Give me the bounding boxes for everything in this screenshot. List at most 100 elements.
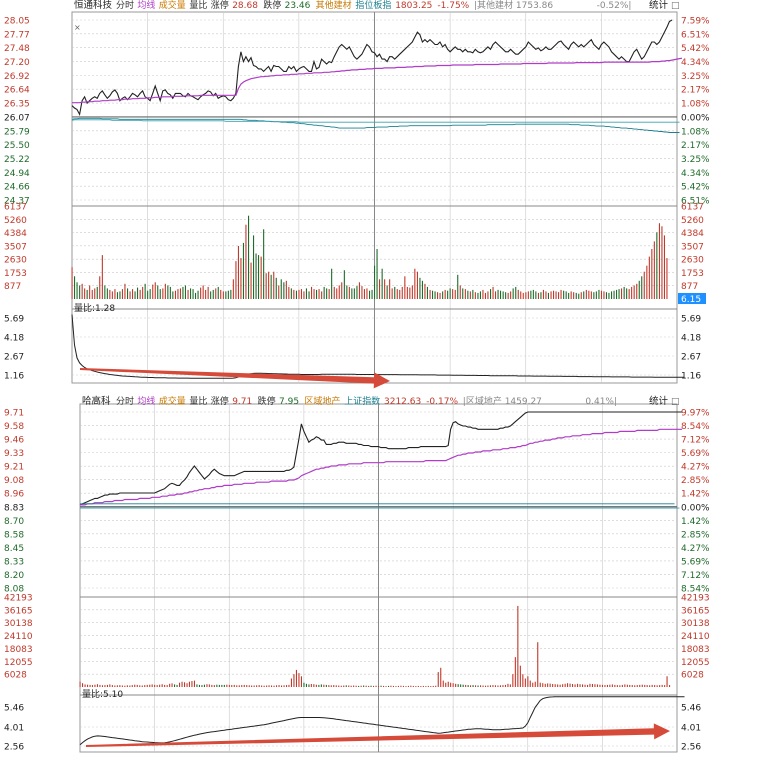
volume-bar [435, 685, 437, 687]
volume-bar [336, 288, 338, 299]
volume-axis-label: 3507 [4, 242, 27, 252]
volume-bar [558, 292, 560, 299]
volume-bar [527, 676, 529, 687]
volume-bar [356, 286, 358, 299]
volume-bar [664, 685, 666, 687]
volume-bar [432, 685, 434, 687]
volume-axis-label: 12055 [4, 658, 33, 668]
ratio-axis-label: 1.16 [4, 372, 24, 382]
volume-bar [323, 286, 325, 299]
volume-bar [121, 685, 123, 687]
volume-bar [659, 685, 661, 687]
volume-bar [179, 288, 181, 299]
volume-bar [384, 279, 386, 299]
volume-bar [375, 685, 377, 687]
volume-bar [283, 282, 285, 299]
volume-bar [313, 289, 315, 299]
volume-bar [81, 283, 83, 299]
volume-bar [465, 684, 467, 687]
volume-bar [293, 289, 295, 299]
volume-bar [268, 271, 270, 299]
volume-bar [459, 285, 461, 299]
volume-bar [151, 684, 153, 687]
volume-bar [164, 283, 166, 299]
volume-bar [579, 684, 581, 687]
volume-bar [152, 284, 154, 299]
volume-bar [84, 288, 86, 299]
volume-bar [661, 226, 663, 299]
pct-axis-label: 2.17% [681, 86, 710, 96]
volume-bar [89, 285, 91, 299]
volume-bar [94, 684, 96, 687]
volume-bar [588, 290, 590, 299]
volume-bar [313, 684, 315, 687]
volume-bar [383, 685, 385, 687]
volume-axis-label: 6028 [4, 671, 27, 681]
volume-bar [564, 683, 566, 687]
volume-axis-label-right: 3507 [681, 242, 704, 252]
volume-bar [574, 684, 576, 687]
volume-bar [255, 253, 257, 299]
volume-bar [218, 684, 220, 687]
volume-bar [87, 684, 89, 687]
volume-bar [504, 684, 506, 687]
volume-bar [502, 685, 504, 687]
volume-bar [644, 684, 646, 687]
volume-bar [321, 291, 323, 299]
volume-bar [570, 291, 572, 299]
header-item: -1.75% [437, 1, 469, 11]
volume-bar [146, 684, 148, 687]
volume-bar [149, 684, 151, 687]
volume-bar [623, 286, 625, 299]
header-item: 分时 [116, 395, 134, 407]
volume-bar [565, 291, 567, 299]
volume-bar [208, 684, 210, 687]
volume-bar [420, 686, 422, 687]
ratio-axis-label-right: 1.16 [681, 372, 701, 382]
volume-bar [268, 685, 270, 687]
volume-bar [663, 235, 665, 299]
pct-axis-label: 7.12% [681, 571, 710, 581]
header-item: 0.41%| [585, 397, 617, 407]
volume-bar [116, 292, 118, 299]
pct-axis-label: 3.25% [681, 72, 710, 82]
volume-bar [585, 289, 587, 299]
volume-bar [544, 683, 546, 687]
volume-bar [358, 282, 360, 299]
volume-bar [573, 292, 575, 299]
volume-bar [569, 683, 571, 687]
volume-bar [96, 684, 98, 687]
pct-axis-label: 1.08% [681, 127, 710, 137]
volume-bar [527, 291, 529, 299]
volume-bar [159, 289, 161, 299]
volume-bar [207, 286, 209, 299]
volume-bar [137, 287, 139, 299]
cross-marker: × [74, 23, 81, 32]
panel-background [0, 0, 760, 385]
volume-bar [226, 684, 228, 687]
volume-bar [318, 289, 320, 299]
volume-bar [517, 605, 519, 687]
volume-bar [512, 674, 514, 687]
volume-axis-label: 18083 [4, 645, 33, 655]
volume-bar [106, 288, 108, 299]
volume-bar [613, 290, 615, 299]
volume-bar [232, 279, 234, 299]
ratio-axis-label-right: 5.69 [681, 315, 701, 325]
volume-bar [590, 291, 592, 299]
pct-axis-label: 5.42% [681, 44, 710, 54]
volume-bar [656, 232, 658, 299]
volume-bar [567, 683, 569, 687]
volume-bar [126, 685, 128, 687]
volume-bar [162, 288, 164, 299]
volume-bar [346, 285, 348, 299]
volume-bar [353, 288, 355, 299]
ratio-label: 量比:5.10 [82, 688, 123, 700]
pct-axis-label: 1.08% [681, 100, 710, 110]
volume-highlight-value: 6.15 [681, 295, 701, 305]
volume-bar [351, 288, 353, 299]
price-axis-label: 8.08 [4, 585, 24, 595]
header-item: 7.95 [279, 397, 299, 407]
volume-bar [253, 235, 255, 299]
volume-bar [361, 286, 363, 299]
